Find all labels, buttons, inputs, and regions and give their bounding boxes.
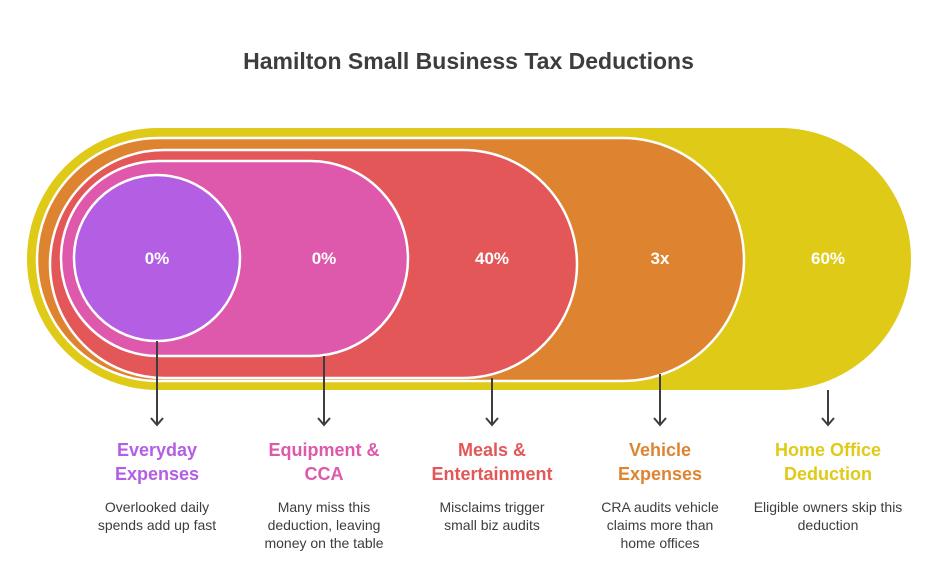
equipment-arrow bbox=[317, 356, 331, 427]
meals-label: Meals & Entertainment bbox=[431, 440, 553, 484]
equipment-label: Equipment & CCA bbox=[268, 440, 380, 484]
home-office-arrow bbox=[821, 390, 835, 427]
everyday-arrow bbox=[150, 341, 164, 427]
home-office-value: 60% bbox=[811, 249, 845, 268]
vehicle-description: CRA audits vehicle claims more than home… bbox=[601, 499, 719, 551]
vehicle-arrow bbox=[653, 374, 667, 427]
equipment-value: 0% bbox=[312, 249, 337, 268]
meals-value: 40% bbox=[475, 249, 509, 268]
meals-description: Misclaims trigger small biz audits bbox=[439, 499, 545, 533]
home-office-description: Eligible owners skip this deduction bbox=[753, 499, 903, 533]
everyday-value: 0% bbox=[145, 249, 170, 268]
equipment-description: Many miss this deduction, leaving money … bbox=[264, 499, 384, 551]
everyday-description: Overlooked daily spends add up fast bbox=[97, 499, 217, 533]
home-office-label: Home Office Deduction bbox=[774, 440, 882, 484]
vehicle-value: 3x bbox=[651, 249, 670, 268]
meals-arrow bbox=[485, 378, 499, 427]
vehicle-label: Vehicle Expenses bbox=[617, 440, 703, 484]
diagram-title: Hamilton Small Business Tax Deductions bbox=[243, 48, 694, 74]
everyday-label: Everyday Expenses bbox=[114, 440, 200, 484]
